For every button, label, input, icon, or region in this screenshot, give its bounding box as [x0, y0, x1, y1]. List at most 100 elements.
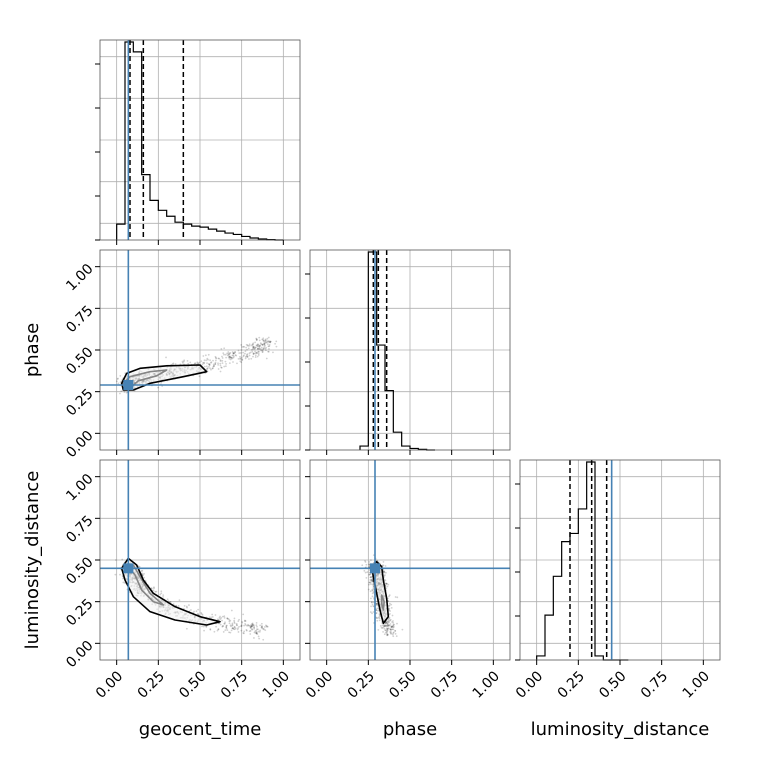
scatter-geocent-time-vs-luminosity-distance-point	[250, 625, 253, 628]
scatter-phase-vs-luminosity-distance-point	[384, 622, 387, 625]
scatter-phase-vs-luminosity-distance-point	[375, 609, 378, 612]
scatter-geocent-time-vs-phase-point	[221, 355, 223, 358]
y-axis-label-phase: phase	[22, 323, 43, 377]
scatter-geocent-time-vs-phase-point	[257, 352, 260, 355]
scatter-geocent-time-vs-luminosity-distance-point	[233, 628, 236, 631]
scatter-geocent-time-vs-luminosity-distance-point	[255, 621, 258, 624]
scatter-geocent-time-vs-phase-point	[275, 345, 278, 348]
scatter-geocent-time-vs-phase-point	[221, 357, 224, 359]
scatter-phase-vs-luminosity-distance-point	[365, 563, 368, 566]
scatter-phase-vs-luminosity-distance-point	[391, 614, 394, 617]
scatter-phase-vs-luminosity-distance-point	[385, 630, 388, 633]
scatter-geocent-time-vs-phase-point	[225, 356, 228, 359]
scatter-geocent-time-vs-phase-point	[257, 345, 260, 347]
scatter-geocent-time-vs-luminosity-distance-ytick-label-0: 0.00	[63, 638, 96, 671]
scatter-geocent-time-vs-phase-point	[268, 345, 271, 348]
hist-luminosity-distance-xtick-label-3: 0.75	[638, 668, 671, 701]
scatter-geocent-time-vs-phase-point	[248, 352, 251, 355]
scatter-geocent-time-vs-phase-point	[252, 343, 254, 346]
scatter-geocent-time-vs-luminosity-distance-point	[255, 628, 258, 631]
scatter-phase-vs-luminosity-distance-point	[385, 625, 388, 627]
scatter-geocent-time-vs-luminosity-distance-point	[248, 624, 251, 627]
scatter-phase-vs-luminosity-distance-point	[386, 621, 389, 623]
scatter-phase-vs-luminosity-distance-point	[378, 614, 381, 616]
scatter-phase-vs-luminosity-distance-point	[386, 623, 389, 626]
scatter-geocent-time-vs-phase-point	[234, 350, 236, 353]
scatter-phase-vs-luminosity-distance-point	[392, 632, 395, 635]
scatter-geocent-time-vs-phase-ytick-label-2: 0.50	[63, 344, 96, 377]
scatter-phase-vs-luminosity-distance-point	[378, 617, 381, 620]
scatter-phase-vs-luminosity-distance-point	[371, 578, 374, 581]
scatter-geocent-time-vs-phase-point	[252, 352, 255, 355]
scatter-phase-vs-luminosity-distance-point	[368, 581, 371, 584]
scatter-geocent-time-vs-luminosity-distance-point	[251, 623, 253, 625]
scatter-geocent-time-vs-phase-point	[250, 357, 253, 360]
scatter-geocent-time-vs-phase-point	[265, 341, 268, 344]
scatter-geocent-time-vs-luminosity-distance-point	[233, 621, 236, 623]
scatter-geocent-time-vs-luminosity-distance-point	[240, 629, 243, 632]
scatter-geocent-time-vs-phase-point	[237, 349, 240, 352]
scatter-geocent-time-vs-luminosity-distance-point	[221, 615, 224, 618]
scatter-geocent-time-vs-phase-point	[267, 340, 269, 342]
scatter-geocent-time-vs-phase-point	[220, 366, 223, 369]
scatter-geocent-time-vs-luminosity-distance-point	[201, 625, 203, 628]
scatter-phase-vs-luminosity-distance-point	[369, 576, 372, 579]
scatter-geocent-time-vs-luminosity-distance-point	[266, 625, 269, 628]
scatter-geocent-time-vs-luminosity-distance-point	[252, 623, 254, 626]
scatter-geocent-time-vs-phase-point	[214, 363, 217, 366]
scatter-geocent-time-vs-phase-point	[212, 359, 214, 362]
scatter-phase-vs-luminosity-distance-point	[372, 584, 375, 587]
scatter-geocent-time-vs-luminosity-distance-point	[224, 621, 226, 624]
scatter-geocent-time-vs-luminosity-distance-point	[119, 573, 121, 576]
scatter-geocent-time-vs-phase-point	[117, 382, 120, 385]
scatter-phase-vs-luminosity-distance-point	[386, 622, 389, 625]
scatter-geocent-time-vs-luminosity-distance-point	[233, 626, 236, 629]
scatter-geocent-time-vs-luminosity-distance-point	[183, 604, 186, 607]
scatter-geocent-time-vs-luminosity-distance-point	[138, 565, 141, 568]
corner-panels: 0.00 0.25 0.50 0.75 1.000.000.250.500.751.00…	[63, 39, 721, 702]
scatter-geocent-time-vs-phase-point	[208, 363, 211, 366]
scatter-geocent-time-vs-phase-point	[256, 344, 258, 347]
scatter-phase-vs-luminosity-distance-point	[384, 574, 386, 576]
scatter-geocent-time-vs-phase-point	[241, 358, 244, 361]
scatter-geocent-time-vs-phase-point	[227, 356, 230, 358]
scatter-geocent-time-vs-phase-point	[263, 346, 266, 349]
scatter-phase-vs-luminosity-distance-point	[391, 621, 393, 623]
scatter-geocent-time-vs-phase-point	[262, 339, 265, 341]
scatter-phase-vs-luminosity-distance-point	[371, 588, 374, 591]
scatter-geocent-time-vs-phase-point	[266, 341, 269, 343]
scatter-phase-vs-luminosity-distance-point	[382, 569, 385, 572]
scatter-geocent-time-vs-luminosity-distance-point	[225, 624, 228, 627]
scatter-geocent-time-vs-phase-point	[255, 344, 258, 347]
scatter-geocent-time-vs-phase-point	[258, 336, 261, 339]
scatter-geocent-time-vs-luminosity-distance-point	[202, 625, 205, 628]
scatter-geocent-time-vs-luminosity-distance-point	[225, 626, 228, 629]
scatter-phase-vs-luminosity-distance-point	[372, 605, 375, 607]
scatter-geocent-time-vs-phase-point	[222, 352, 225, 355]
scatter-geocent-time-vs-phase-point	[269, 341, 272, 344]
scatter-phase-vs-luminosity-distance-point	[385, 632, 388, 635]
scatter-phase-vs-luminosity-distance-point	[371, 601, 373, 604]
scatter-geocent-time-vs-phase-point	[266, 343, 269, 346]
scatter-geocent-time-vs-luminosity-distance-point	[231, 627, 234, 630]
scatter-phase-vs-luminosity-distance-point	[375, 612, 378, 614]
scatter-phase-vs-luminosity-distance-point	[386, 627, 389, 630]
scatter-geocent-time-vs-luminosity-distance-point	[242, 613, 245, 616]
scatter-phase-vs-luminosity-distance-xtick-label-4: 1.00	[470, 668, 503, 701]
scatter-geocent-time-vs-phase-point	[269, 341, 272, 343]
scatter-geocent-time-vs-phase-point	[246, 356, 249, 358]
x-axis-label-geocent-time: geocent_time	[139, 719, 262, 740]
scatter-geocent-time-vs-luminosity-distance-point	[237, 620, 240, 623]
scatter-geocent-time-vs-phase-point	[260, 343, 263, 346]
scatter-geocent-time-vs-phase-point	[261, 350, 264, 353]
scatter-geocent-time-vs-phase-point	[228, 355, 231, 358]
scatter-phase-vs-luminosity-distance-point	[391, 633, 394, 636]
scatter-phase-vs-luminosity-distance-point	[394, 632, 397, 635]
scatter-geocent-time-vs-luminosity-distance-point	[252, 624, 255, 627]
scatter-phase-vs-luminosity-distance-point	[382, 624, 385, 626]
scatter-geocent-time-vs-luminosity-distance-point	[263, 628, 265, 631]
scatter-geocent-time-vs-luminosity-distance-point	[231, 624, 234, 627]
scatter-geocent-time-vs-phase-point	[245, 343, 248, 346]
scatter-geocent-time-vs-luminosity-distance-point	[253, 637, 255, 639]
